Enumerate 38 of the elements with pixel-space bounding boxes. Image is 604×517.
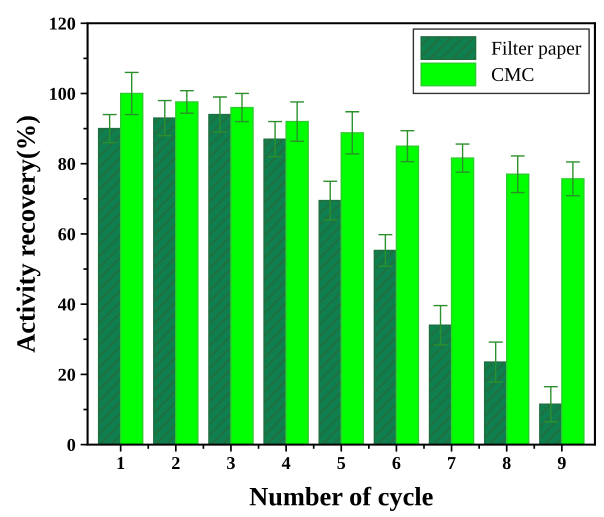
legend-label: Filter paper	[492, 41, 582, 59]
x-axis-title: Number of cycle	[250, 486, 433, 511]
bar	[120, 92, 144, 445]
y-tick-label: 0	[67, 438, 76, 452]
bar	[484, 361, 508, 445]
bar	[263, 138, 287, 445]
bar	[506, 174, 530, 445]
x-tick-label: 5	[337, 457, 346, 470]
bar	[285, 120, 309, 445]
y-tick-label: 20	[58, 368, 76, 381]
y-tick-label: 40	[58, 298, 76, 311]
bar	[175, 101, 199, 445]
bar	[230, 106, 254, 445]
x-tick-label: 1	[118, 457, 124, 469]
x-tick-label: 6	[392, 457, 400, 470]
y-tick-label: 60	[58, 228, 76, 240]
bar	[561, 178, 585, 445]
x-tick-label: 3	[227, 457, 235, 470]
bar	[98, 128, 122, 445]
y-tick-label: 80	[58, 158, 76, 170]
x-tick-label: 8	[502, 456, 511, 470]
bar	[428, 324, 452, 445]
bar	[153, 117, 177, 445]
bar	[318, 200, 342, 445]
x-tick-label: 2	[172, 457, 180, 469]
bar	[450, 157, 474, 445]
x-tick-label: 9	[558, 457, 566, 470]
y-axis-title: Activity recovery(%)	[16, 116, 40, 353]
y-tick-label: 120	[50, 18, 76, 30]
bar	[374, 250, 398, 445]
bar	[208, 114, 232, 445]
bar	[539, 404, 563, 445]
x-tick-label: 7	[448, 457, 456, 469]
legend-label: CMC	[492, 68, 534, 82]
y-tick-label: 100	[50, 88, 76, 100]
bar	[396, 145, 420, 445]
x-tick-label: 4	[282, 457, 290, 469]
bar	[340, 132, 364, 445]
